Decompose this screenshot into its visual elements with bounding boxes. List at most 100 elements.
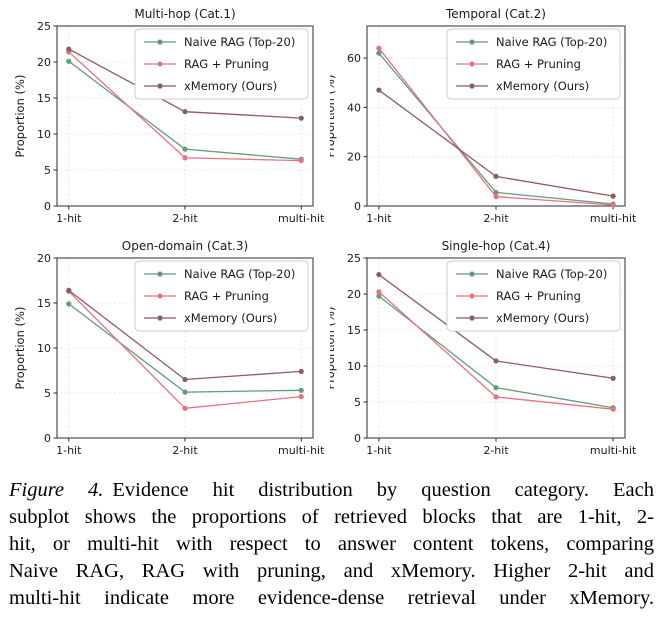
series-line — [378, 89, 614, 197]
subplot-open-domain-cat3: 0 5 10 15 20 1-hit 2-hit multi-hit Open-domain (… — [0, 232, 330, 464]
legend-sample-marker — [157, 315, 163, 321]
data-point — [493, 189, 499, 196]
y-tick-label: 20 — [347, 288, 361, 301]
y-axis-label: Proportion (%) — [13, 75, 27, 158]
legend-label: RAG + Pruning — [184, 57, 269, 71]
data-point — [182, 389, 188, 395]
y-tick-label: 10 — [37, 342, 51, 355]
data-point — [182, 109, 188, 115]
x-tick-label: 1-hit — [56, 444, 82, 457]
data-point — [376, 293, 382, 299]
data-point — [66, 287, 72, 293]
data-point — [493, 173, 499, 180]
caption-line: subplot shows the proportions of retriev… — [9, 506, 654, 528]
y-tick-label: 15 — [37, 92, 51, 105]
caption-text: Evidence hit distribution by question ca… — [112, 479, 654, 501]
legend-sample-marker — [469, 39, 475, 45]
x-tick-label: multi-hit — [590, 212, 637, 225]
x-tick-label: multi-hit — [278, 212, 325, 225]
chart-svg: 0 5 10 15 20 25 1-hit 2-hit multi-hit Single-hop … — [330, 239, 637, 457]
legend-label: Naive RAG (Top-20) — [184, 35, 295, 49]
y-tick-label: 25 — [347, 252, 361, 265]
legend-label: xMemory (Ours) — [184, 311, 277, 325]
data-point — [182, 405, 188, 411]
y-axis-label: Proportion (%) — [330, 75, 337, 158]
data-point — [182, 376, 188, 383]
legend-sample-marker — [157, 293, 163, 299]
chart-svg: 0 5 10 15 20 25 1-hit 2-hit multi-hit Multi-hop (… — [13, 7, 325, 225]
x-tick-label: 2-hit — [483, 212, 509, 225]
y-tick-label: 5 — [44, 387, 51, 400]
legend-label: xMemory (Ours) — [184, 79, 277, 93]
legend-box — [446, 260, 621, 332]
y-tick-label: 15 — [347, 324, 361, 337]
legend-sample-marker — [469, 271, 475, 277]
caption-line: Figure 4. Evidence hit distribution by qu… — [9, 477, 654, 504]
data-point — [376, 271, 382, 278]
subplot-multi-hop-cat1: 0 5 10 15 20 25 1-hit 2-hit multi-hit Multi-hop (… — [0, 0, 330, 232]
subplot-title: Temporal (Cat.2) — [445, 7, 546, 21]
y-tick-label: 5 — [44, 164, 51, 177]
legend-label: RAG + Pruning — [496, 57, 581, 71]
legend-sample-marker — [469, 61, 475, 67]
y-tick-label: 20 — [37, 252, 51, 265]
legend-sample-marker — [157, 271, 163, 277]
legend-sample-marker — [157, 83, 163, 89]
figure-4: 0 5 10 15 20 25 1-hit 2-hit multi-hit Multi-hop (… — [0, 0, 661, 609]
data-point — [182, 155, 188, 161]
legend-sample-marker — [469, 293, 475, 299]
caption-line: multi-hit indicate more evidence-dense r… — [9, 587, 654, 609]
y-tick-label: 20 — [347, 151, 361, 164]
data-point — [376, 45, 382, 51]
data-point — [298, 394, 304, 400]
y-tick-label: 0 — [354, 200, 361, 213]
subplot-title: Multi-hop (Cat.1) — [134, 7, 235, 21]
subplot-title: Single-hop (Cat.4) — [442, 239, 551, 253]
legend-sample-marker — [469, 83, 475, 89]
plot-frame — [56, 25, 314, 207]
legend-label: Naive RAG (Top-20) — [496, 35, 607, 49]
y-tick-label: 10 — [37, 128, 51, 141]
subplot-title: Open-domain (Cat.3) — [122, 239, 248, 253]
data-point — [493, 194, 499, 200]
legend-label: RAG + Pruning — [184, 289, 269, 303]
data-point — [66, 58, 72, 64]
legend-sample-marker — [157, 61, 163, 67]
data-point — [298, 368, 304, 374]
legend-label: xMemory (Ours) — [496, 311, 589, 325]
x-tick-label: 2-hit — [172, 212, 198, 225]
data-point — [182, 146, 188, 152]
data-point — [493, 394, 499, 400]
caption-line: hit, or multi-hit with respect to answer… — [9, 533, 654, 555]
legend-label: xMemory (Ours) — [496, 79, 589, 93]
legend-box — [134, 260, 309, 332]
y-tick-label: 60 — [347, 52, 361, 65]
legend-box — [134, 28, 309, 100]
data-point — [376, 50, 382, 56]
y-tick-label: 40 — [347, 101, 361, 114]
y-tick-label: 0 — [354, 432, 361, 445]
x-tick-label: 2-hit — [172, 444, 198, 457]
x-tick-label: 1-hit — [366, 444, 392, 457]
legend-sample-marker — [469, 315, 475, 321]
data-point — [493, 385, 499, 391]
x-tick-label: multi-hit — [590, 444, 637, 457]
data-point — [610, 375, 616, 381]
plot-frame — [366, 257, 626, 439]
y-axis-label: Proportion (%) — [330, 307, 337, 390]
legend-label: Naive RAG (Top-20) — [496, 267, 607, 281]
y-tick-label: 25 — [37, 20, 51, 33]
chart-svg: 0 20 40 60 1-hit 2-hit multi-hit Temporal (Cat.… — [330, 7, 637, 225]
y-tick-label: 0 — [44, 200, 51, 213]
x-tick-label: multi-hit — [278, 444, 325, 457]
x-tick-label: 1-hit — [366, 212, 392, 225]
plot-frame — [366, 25, 626, 207]
data-point — [493, 358, 499, 364]
data-point — [610, 193, 616, 199]
data-point — [66, 301, 72, 307]
y-axis-label: Proportion (%) — [13, 307, 27, 390]
plot-frame — [56, 257, 314, 439]
subplot-single-hop-cat4: 0 5 10 15 20 25 1-hit 2-hit multi-hit Single-hop … — [330, 232, 661, 464]
data-point — [298, 158, 304, 164]
y-tick-label: 0 — [44, 432, 51, 445]
